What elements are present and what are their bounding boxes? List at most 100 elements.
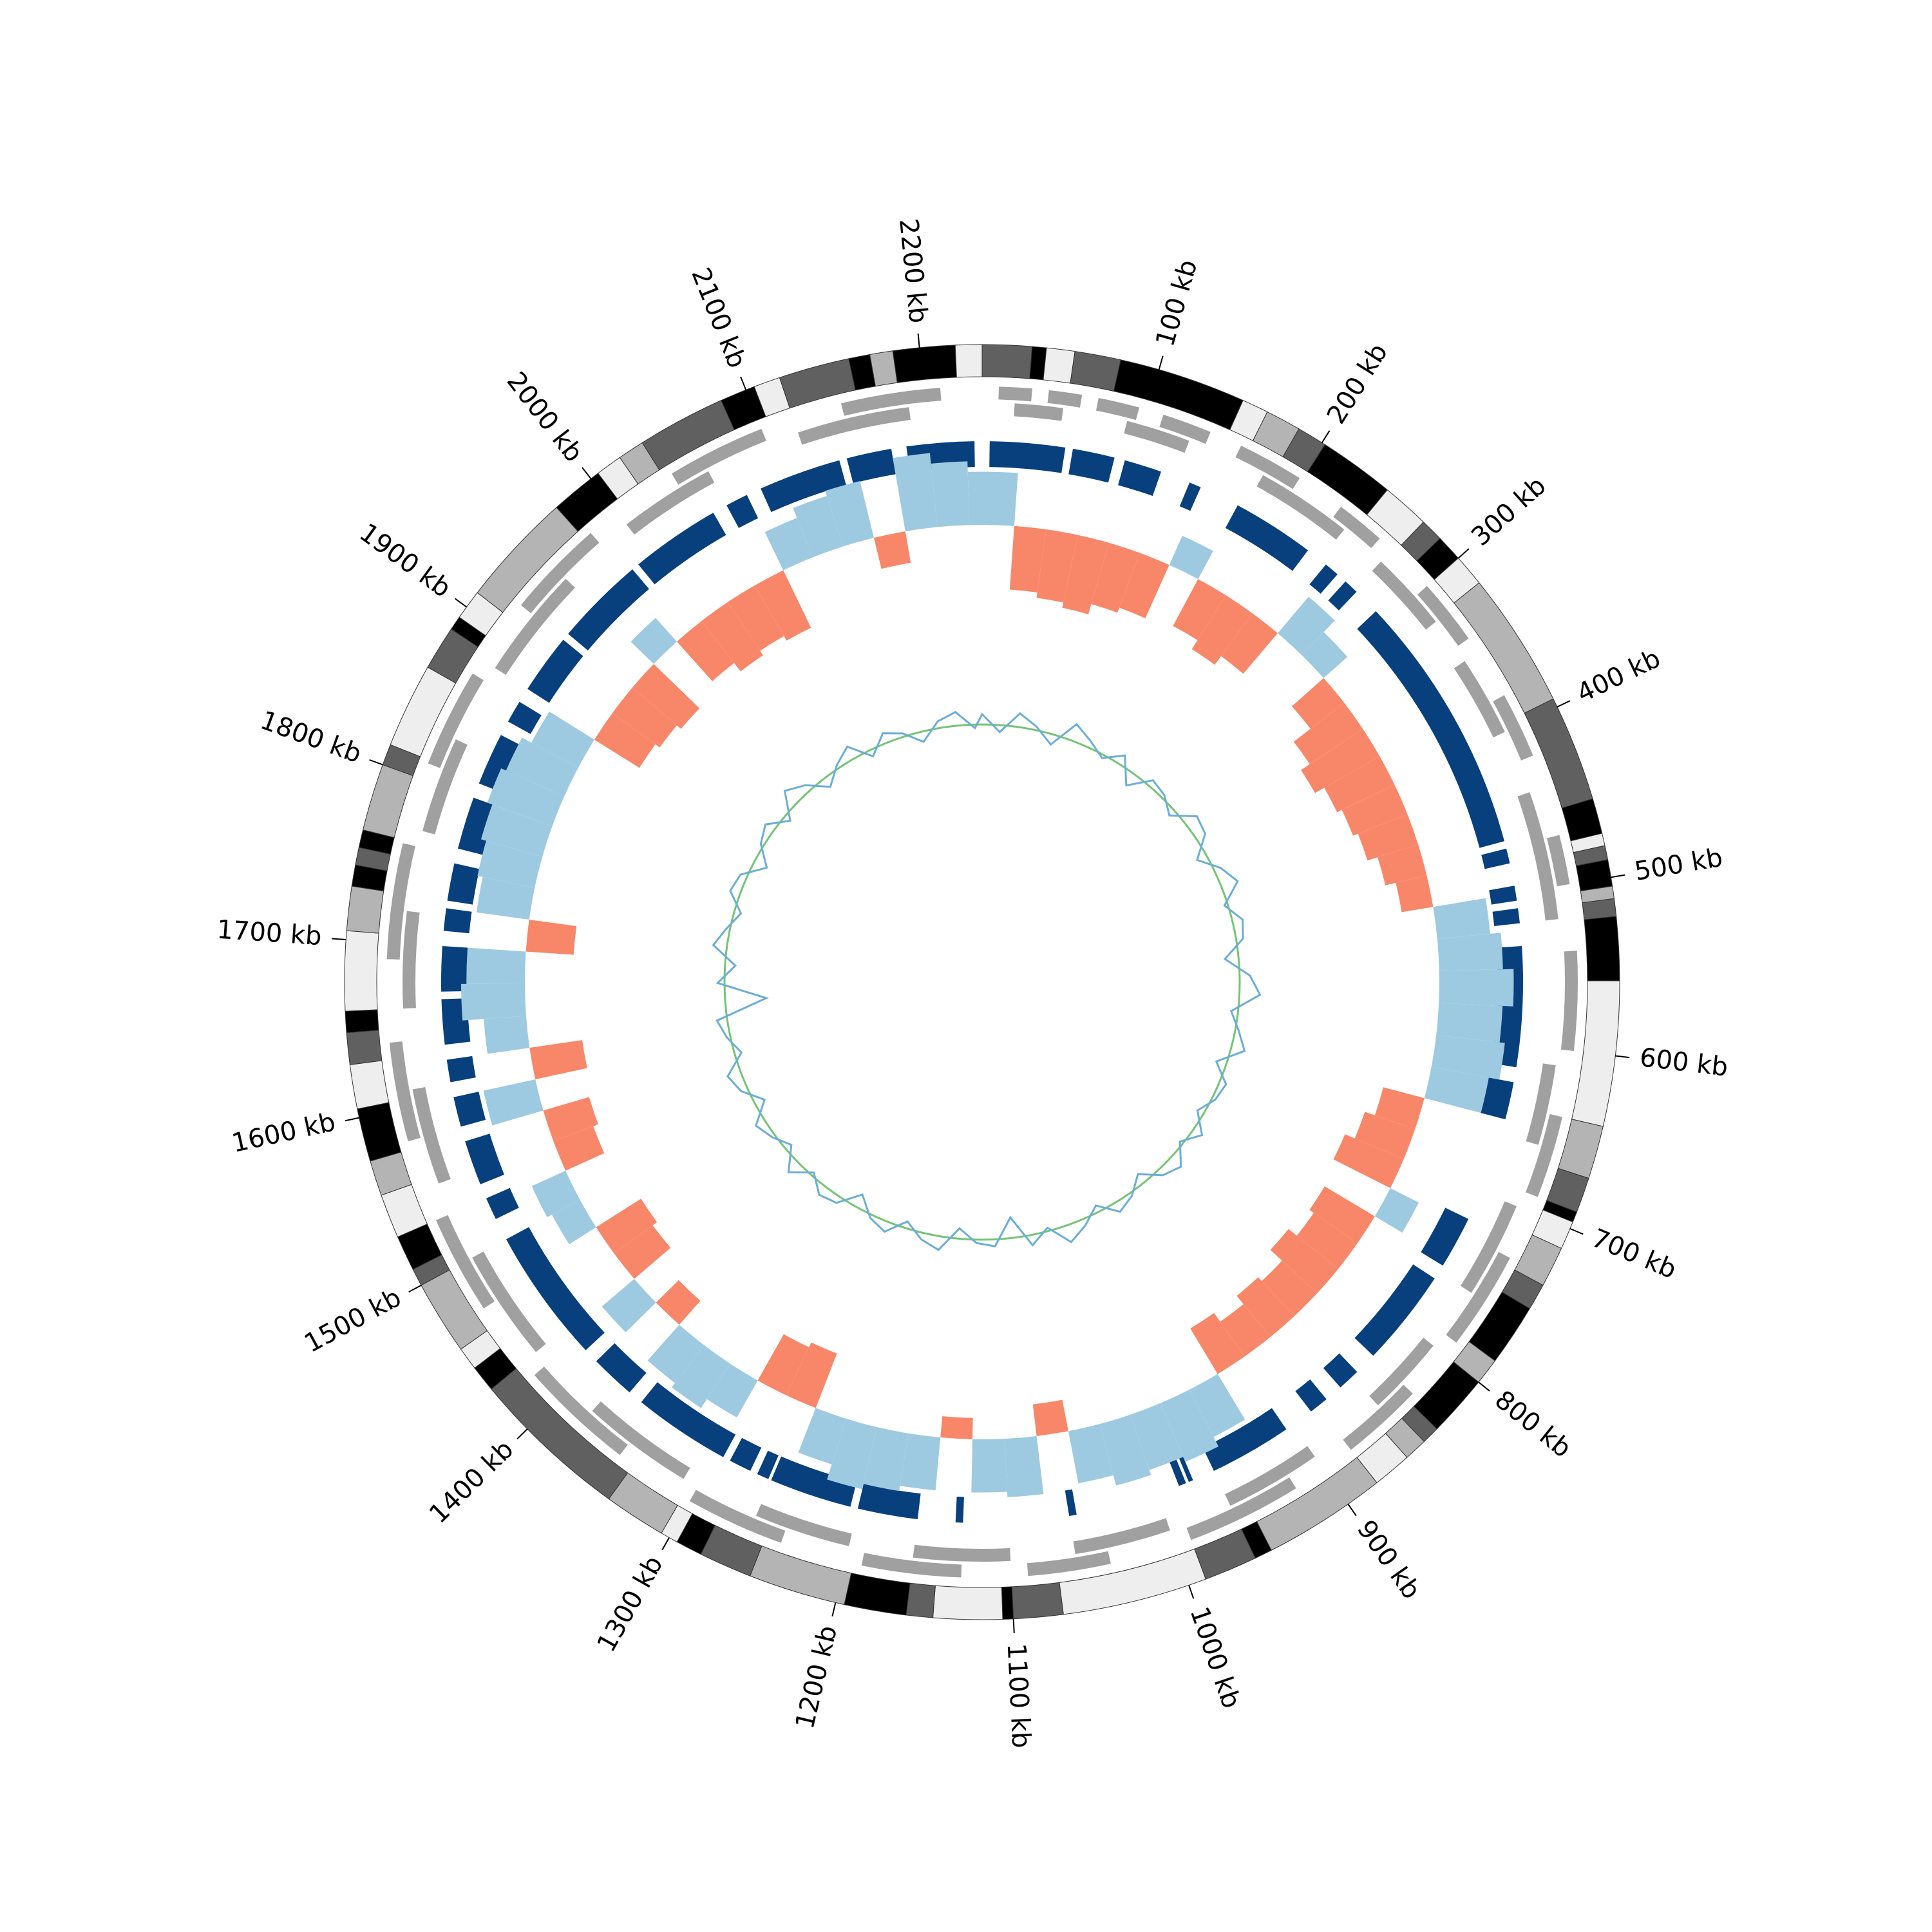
tick-mark bbox=[1321, 430, 1331, 443]
gene bbox=[436, 1215, 495, 1309]
block bbox=[1354, 1264, 1435, 1356]
skew-bar bbox=[1009, 526, 1046, 593]
skew-bar bbox=[931, 461, 970, 527]
skew-bar bbox=[1431, 1035, 1505, 1080]
ideogram-band bbox=[954, 344, 983, 378]
ideogram-band bbox=[1011, 1582, 1064, 1620]
ideogram-band bbox=[1113, 359, 1244, 431]
ideogram-band bbox=[1001, 1586, 1014, 1620]
skew-bar bbox=[1099, 1414, 1151, 1486]
block bbox=[596, 1343, 647, 1393]
gene bbox=[1526, 1113, 1562, 1197]
block bbox=[761, 460, 846, 513]
skew-bar bbox=[1032, 1399, 1068, 1436]
skew-bar bbox=[1374, 1087, 1425, 1129]
skew-bar bbox=[1062, 535, 1109, 614]
block bbox=[447, 863, 480, 905]
gc-baseline bbox=[723, 723, 1241, 1241]
block bbox=[446, 1056, 476, 1083]
skew-bar bbox=[531, 1170, 580, 1218]
gene bbox=[1343, 1385, 1413, 1450]
skew-bar bbox=[483, 1079, 544, 1126]
ideogram-band bbox=[933, 1585, 1003, 1620]
ideogram-band bbox=[1454, 582, 1554, 714]
gene bbox=[798, 407, 911, 445]
skew-bar bbox=[1296, 1213, 1358, 1269]
ideogram-band bbox=[892, 345, 957, 383]
skew-bar bbox=[825, 481, 874, 547]
tick-label: 1900 kb bbox=[354, 518, 457, 603]
ideogram-band bbox=[1584, 916, 1620, 981]
tick-mark bbox=[332, 938, 346, 940]
skew-bar bbox=[755, 570, 811, 641]
skew-bar bbox=[466, 947, 526, 984]
skew-bar bbox=[506, 737, 579, 797]
tick-label: 100 kb bbox=[1150, 256, 1203, 350]
block bbox=[1068, 448, 1115, 483]
gene bbox=[592, 1401, 690, 1479]
gene bbox=[671, 428, 766, 485]
tick-label: 1500 kb bbox=[299, 1283, 406, 1359]
ideogram-band bbox=[981, 344, 1033, 379]
skew-bar bbox=[1262, 1260, 1318, 1316]
skew-bar bbox=[596, 1198, 658, 1254]
ideogram-band bbox=[1043, 347, 1075, 384]
gene bbox=[1372, 562, 1436, 630]
skew-bar bbox=[461, 983, 526, 1021]
block bbox=[478, 735, 524, 793]
skew-bar bbox=[1277, 596, 1335, 655]
skew-bar bbox=[1119, 553, 1170, 618]
gene bbox=[626, 471, 715, 535]
skew-bar bbox=[1091, 542, 1140, 613]
skew-bar bbox=[701, 602, 763, 672]
ideogram-band bbox=[357, 1102, 402, 1162]
skew-bar bbox=[706, 1363, 758, 1418]
skew-bar bbox=[484, 1016, 530, 1054]
block bbox=[1309, 564, 1338, 594]
skew-bar bbox=[551, 1199, 596, 1245]
skew-bar bbox=[1190, 1312, 1245, 1374]
gene bbox=[689, 1490, 786, 1543]
tick-label: 1400 kb bbox=[424, 1435, 520, 1530]
gene bbox=[1027, 1551, 1111, 1577]
gene bbox=[1225, 1446, 1315, 1506]
skew-bar bbox=[601, 1278, 656, 1332]
skew-bar bbox=[1220, 1304, 1271, 1357]
gene bbox=[386, 843, 415, 960]
gene bbox=[1526, 1063, 1556, 1145]
block bbox=[527, 639, 583, 703]
skew-bar bbox=[1374, 1188, 1419, 1233]
block bbox=[453, 1092, 486, 1127]
block bbox=[1179, 482, 1201, 511]
skew-bar bbox=[594, 713, 656, 768]
skew-bar bbox=[798, 1408, 846, 1464]
block bbox=[507, 701, 542, 734]
skew-bar bbox=[1341, 784, 1408, 836]
gene bbox=[1417, 585, 1469, 646]
gene bbox=[913, 1544, 1011, 1562]
skew-bar bbox=[793, 496, 843, 558]
block bbox=[1065, 1489, 1077, 1517]
tick-label: 200 kb bbox=[1321, 338, 1394, 429]
block bbox=[638, 513, 726, 585]
block bbox=[1480, 1077, 1514, 1120]
tick-mark bbox=[831, 1602, 837, 1617]
tick-label: 400 kb bbox=[1573, 643, 1665, 708]
ideogram-band bbox=[349, 1060, 390, 1110]
tick-label: 300 kb bbox=[1466, 471, 1551, 552]
skew-bar bbox=[1220, 613, 1278, 674]
skew-bar bbox=[1424, 1066, 1489, 1113]
ideogram-band bbox=[1557, 1119, 1604, 1179]
ideogram-band bbox=[779, 358, 856, 409]
ideogram-band bbox=[905, 1582, 936, 1618]
skew-bar bbox=[786, 1342, 837, 1408]
tick-mark bbox=[408, 1284, 422, 1293]
gene bbox=[422, 739, 468, 835]
tick-mark bbox=[1611, 874, 1625, 878]
skew-bar bbox=[647, 1324, 705, 1383]
skew-bar bbox=[529, 1040, 587, 1080]
tick-label: 1600 kb bbox=[229, 1107, 338, 1159]
block bbox=[730, 1437, 762, 1471]
skew-bar bbox=[1324, 756, 1395, 813]
